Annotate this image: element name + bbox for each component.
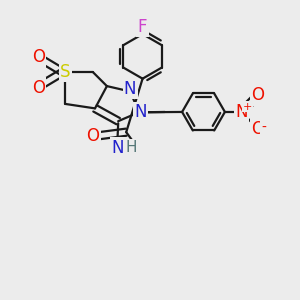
Text: F: F [138,18,147,36]
Text: O: O [251,86,264,104]
Text: O: O [86,127,99,145]
Text: +: + [243,102,253,112]
Text: O: O [32,48,45,66]
Text: O: O [251,120,264,138]
Text: O: O [32,79,45,97]
Text: N: N [235,103,247,121]
Text: N: N [111,139,124,157]
Text: H: H [126,140,137,155]
Text: S: S [60,63,70,81]
Text: -: - [261,120,266,134]
Text: N: N [134,103,147,121]
Text: N: N [124,80,136,98]
